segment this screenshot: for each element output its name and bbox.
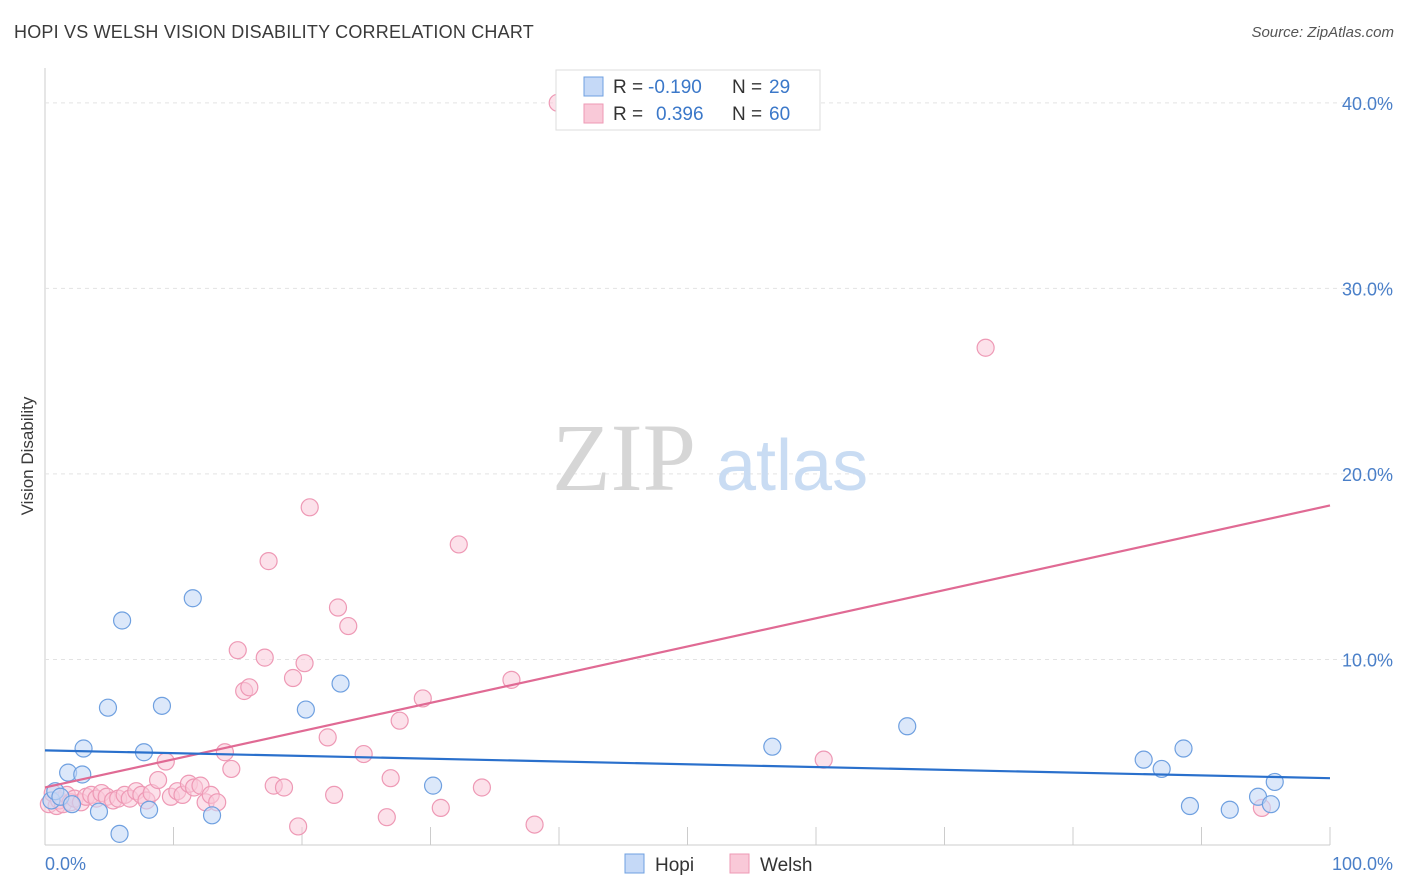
welsh-point-48: [328, 598, 348, 617]
bottom-legend-welsh-swatch: [729, 853, 750, 874]
bottom-legend-hopi-label: Hopi: [655, 855, 694, 876]
hopi-point-9: [110, 824, 129, 843]
bottom-legend-hopi-swatch: [624, 853, 645, 874]
welsh-point-59: [525, 815, 544, 834]
legend-hopi-n-label: N =: [732, 77, 762, 98]
legend-hopi-r-value: -0.190: [648, 77, 702, 98]
y-tick-label-0: 10.0%: [1342, 650, 1393, 670]
hopi-point-27: [1261, 795, 1280, 814]
welsh-point-46: [318, 728, 337, 747]
legend-hopi-swatch: [583, 76, 604, 97]
hopi-point-24: [1180, 796, 1200, 816]
hopi-point-21: [1134, 750, 1153, 769]
welsh-point-43: [289, 817, 308, 836]
chart-title: HOPI VS WELSH VISION DISABILITY CORRELAT…: [14, 22, 534, 42]
hopi-point-7: [89, 802, 109, 821]
welsh-point-56: [449, 535, 468, 554]
hopi-point-20: [898, 717, 917, 736]
hopi-point-23: [1174, 739, 1193, 758]
watermark-zip: ZIP: [552, 404, 696, 511]
welsh-trend-line: [44, 504, 1331, 789]
hopi-point-18: [423, 776, 443, 795]
hopi-point-8: [98, 698, 118, 717]
hopi-point-16: [296, 700, 315, 719]
x-tick-label-0: 0.0%: [45, 854, 86, 874]
series-legend: Hopi Welsh: [624, 853, 812, 876]
x-tick-label-1: 100.0%: [1332, 854, 1393, 874]
legend-hopi-r-label: R =: [613, 77, 643, 98]
y-tick-label-1: 20.0%: [1342, 465, 1393, 485]
hopi-point-14: [183, 589, 202, 608]
y-tick-label-3: 40.0%: [1342, 94, 1393, 114]
hopi-point-12: [139, 800, 159, 819]
welsh-point-34: [222, 759, 241, 779]
hopi-trend-line: [44, 749, 1331, 780]
welsh-point-22: [148, 770, 168, 790]
bottom-legend-welsh-label: Welsh: [760, 855, 812, 876]
welsh-point-52: [381, 769, 400, 788]
welsh-point-61: [814, 750, 833, 769]
legend-hopi-n-value: 29: [769, 77, 790, 98]
welsh-point-53: [390, 711, 409, 730]
hopi-point-17: [331, 674, 350, 693]
axis-ticks: 10.0% 20.0% 30.0% 40.0% 0.0% 100.0%: [45, 94, 1393, 874]
welsh-point-55: [431, 798, 450, 817]
welsh-point-45: [300, 498, 319, 517]
hopi-point-22: [1152, 759, 1171, 779]
source-label: Source: ZipAtlas.com: [1251, 24, 1394, 41]
welsh-point-39: [259, 552, 278, 571]
hopi-point-10: [112, 611, 132, 630]
welsh-points: [39, 93, 1271, 836]
legend-welsh-r-label: R =: [613, 104, 643, 125]
watermark-atlas: atlas: [716, 426, 868, 506]
trend-lines: [44, 504, 1331, 789]
hopi-point-19: [763, 737, 782, 756]
hopi-point-15: [202, 806, 222, 825]
welsh-point-62: [976, 338, 995, 357]
legend-welsh-n-label: N =: [732, 104, 762, 125]
legend-welsh-r-value: 0.396: [656, 104, 704, 125]
welsh-point-35: [228, 641, 247, 660]
legend-welsh-n-value: 60: [769, 104, 790, 125]
welsh-point-57: [472, 778, 491, 797]
welsh-point-50: [354, 744, 373, 764]
watermark: ZIP atlas: [552, 404, 868, 511]
hopi-points: [42, 589, 1284, 843]
hopi-point-6: [74, 739, 93, 758]
legend-welsh-swatch: [583, 103, 604, 124]
welsh-point-51: [377, 808, 396, 827]
welsh-point-44: [295, 654, 314, 673]
hopi-point-25: [1220, 800, 1239, 819]
y-tick-label-2: 30.0%: [1342, 279, 1393, 299]
welsh-point-37: [240, 678, 259, 697]
hopi-point-4: [62, 795, 82, 814]
welsh-point-49: [339, 616, 358, 636]
welsh-point-42: [283, 668, 303, 688]
welsh-point-38: [255, 648, 274, 667]
welsh-point-47: [325, 785, 344, 805]
welsh-point-41: [274, 778, 294, 797]
y-axis-label: Vision Disability: [18, 396, 37, 515]
correlation-legend: R = -0.190 N = 29 R = 0.396 N = 60: [555, 69, 821, 131]
hopi-point-13: [152, 696, 172, 715]
